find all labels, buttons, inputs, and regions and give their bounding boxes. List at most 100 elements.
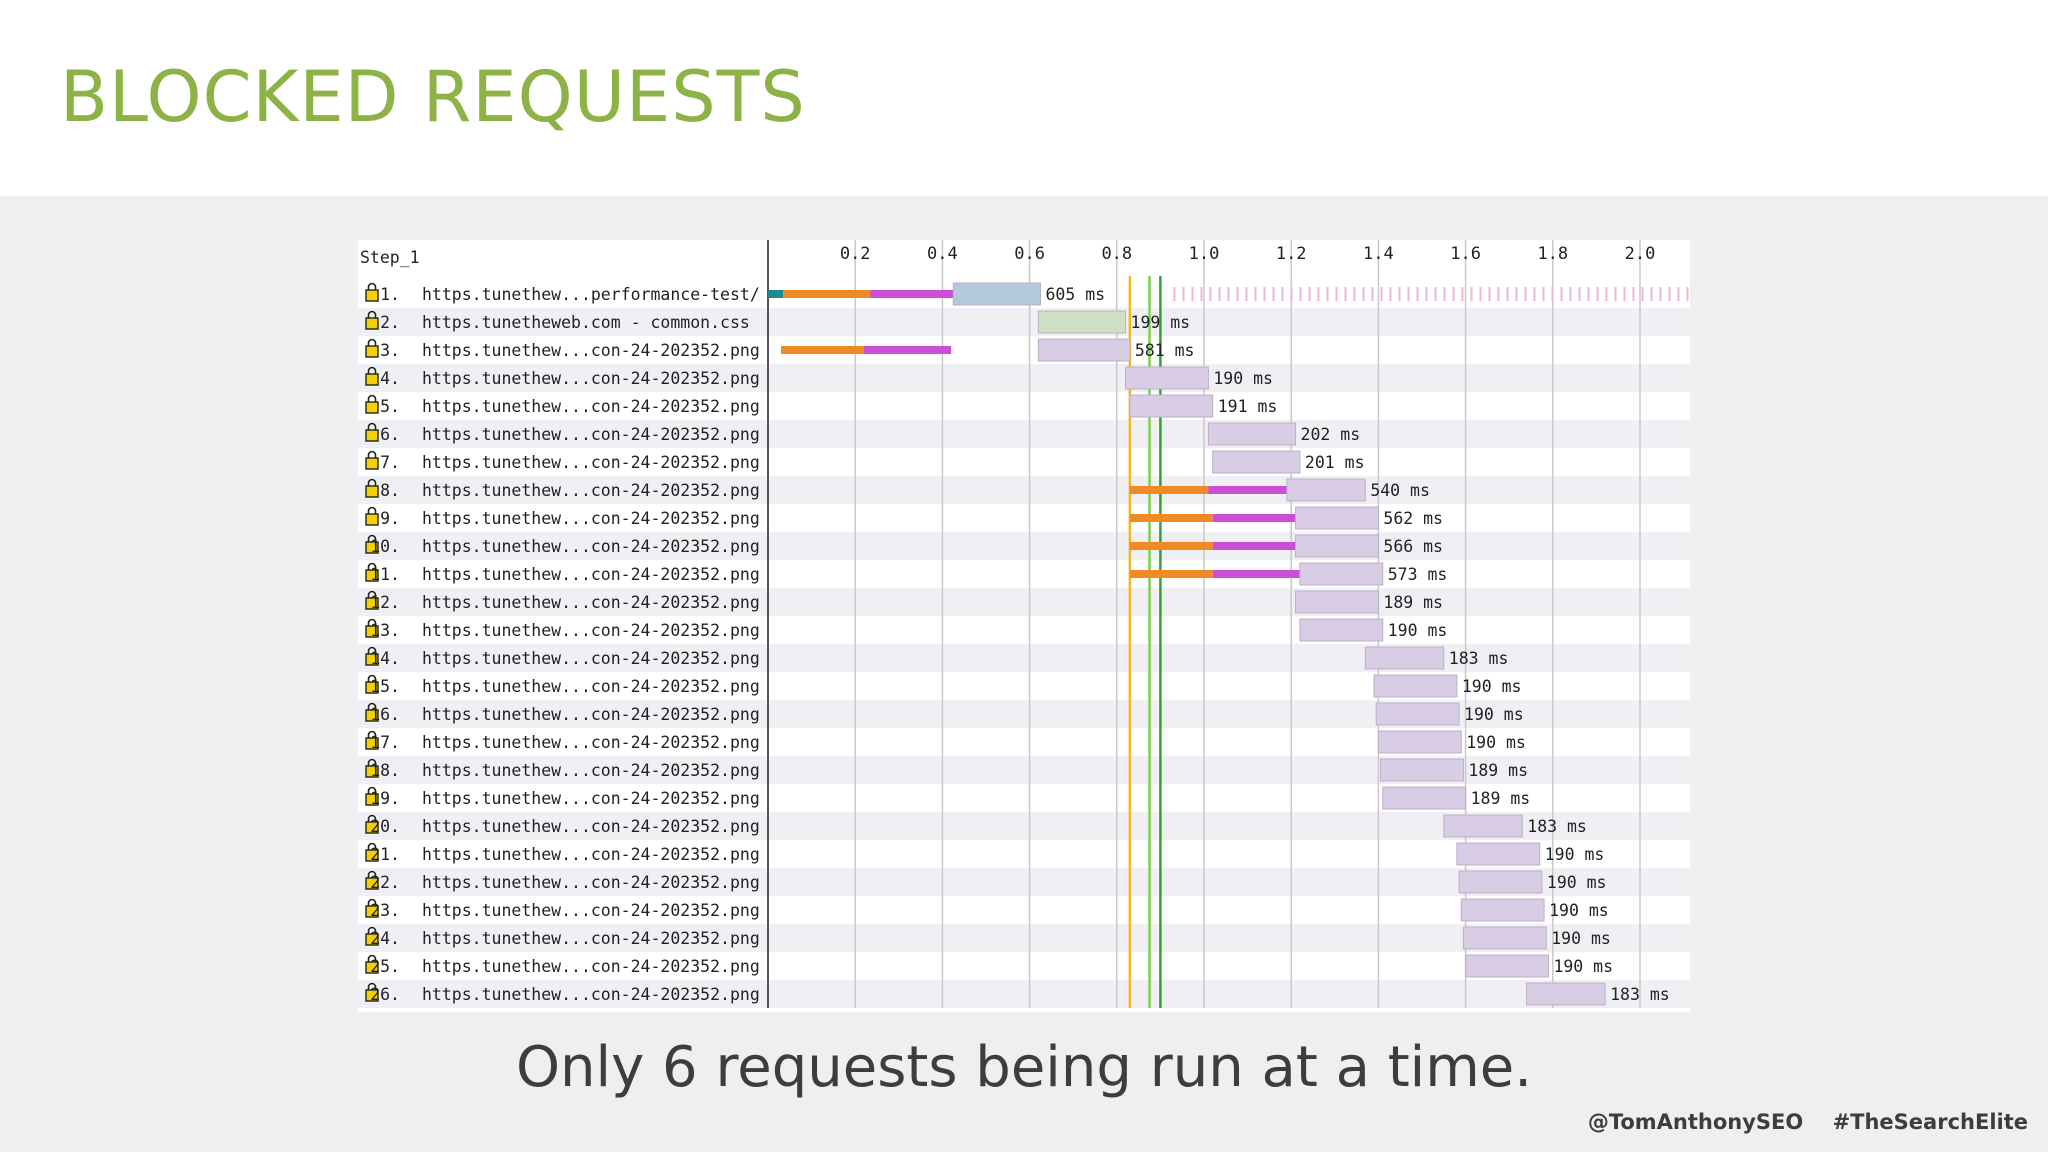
download-bar <box>1462 926 1547 950</box>
lock-shackle <box>367 898 377 906</box>
activity-tick <box>1533 287 1536 301</box>
lock-icon <box>365 541 379 554</box>
lock-icon <box>365 569 379 582</box>
lock-icon <box>365 373 379 386</box>
activity-tick <box>1650 287 1653 301</box>
activity-tick <box>1299 287 1302 301</box>
activity-tick <box>1515 287 1518 301</box>
request-url: https.tunethew...con-24-202352.png <box>422 817 760 836</box>
request-duration: 562 ms <box>1383 509 1443 528</box>
download-bar <box>1373 674 1458 698</box>
request-url: https.tunethew...con-24-202352.png <box>422 677 760 696</box>
request-url: https.tunethew...con-24-202352.png <box>422 901 760 920</box>
lock-shackle <box>367 702 377 710</box>
request-row: 15. https.tunethew...con-24-202352.png 190… <box>365 674 1521 698</box>
request-row: 20. https.tunethew...con-24-202352.png 183… <box>365 814 1587 838</box>
axis-tick-label: 1.6 <box>1450 244 1481 264</box>
request-row: 21. https.tunethew...con-24-202352.png 190… <box>365 842 1604 866</box>
lock-shackle <box>367 926 377 934</box>
activity-tick <box>1263 287 1266 301</box>
ssl-bar <box>1212 514 1296 522</box>
request-row: 10. https.tunethew...con-24-202352.png 566… <box>365 534 1443 558</box>
lock-shackle <box>367 534 377 542</box>
lock-shackle <box>367 870 377 878</box>
request-row: 24. https.tunethew...con-24-202352.png 190… <box>365 926 1611 950</box>
lock-icon <box>365 597 379 610</box>
activity-tick <box>1398 287 1401 301</box>
row-stripe <box>358 420 1690 448</box>
activity-tick <box>1569 287 1572 301</box>
request-row: 7. https.tunethew...con-24-202352.png 201 … <box>365 450 1365 474</box>
request-url: https.tunethew...con-24-202352.png <box>422 593 760 612</box>
lock-shackle <box>367 562 377 570</box>
request-duration: 190 ms <box>1466 733 1526 752</box>
waterfall-chart: 0.2 0.4 0.6 0.8 1.0 1.2 1.4 1.6 1.8 2.0 Step_1 1. ht… <box>358 240 1690 1008</box>
request-url: https.tunethew...performance-test/ <box>422 285 760 304</box>
slide-header: BLOCKED REQUESTS <box>0 0 2048 196</box>
connect-bar <box>783 290 871 298</box>
lock-icon <box>365 933 379 946</box>
connect-bar <box>1129 486 1209 494</box>
lock-icon <box>365 709 379 722</box>
activity-tick <box>1668 287 1671 301</box>
request-duration: 202 ms <box>1301 425 1361 444</box>
lock-icon <box>365 821 379 834</box>
request-url: https.tunethew...con-24-202352.png <box>422 509 760 528</box>
request-duration: 183 ms <box>1610 985 1670 1004</box>
request-url: https.tunethew...con-24-202352.png <box>422 369 760 388</box>
request-row: 13. https.tunethew...con-24-202352.png 190… <box>365 618 1447 642</box>
activity-tick <box>1344 287 1347 301</box>
lock-shackle <box>367 618 377 626</box>
lock-shackle <box>367 758 377 766</box>
activity-tick <box>1326 287 1329 301</box>
request-duration: 190 ms <box>1553 957 1613 976</box>
activity-tick <box>1587 287 1590 301</box>
download-bar <box>1458 870 1543 894</box>
request-number: 17. <box>370 733 400 752</box>
activity-tick <box>1317 287 1320 301</box>
activity-tick <box>1551 287 1554 301</box>
activity-tick <box>1677 287 1680 301</box>
activity-tick <box>1461 287 1464 301</box>
request-row: 5. https.tunethew...con-24-202352.png 191 … <box>365 394 1277 418</box>
request-url: https.tunethew...con-24-202352.png <box>422 985 760 1004</box>
request-number: 13. <box>370 621 400 640</box>
lock-icon <box>365 317 379 330</box>
request-row: 18. https.tunethew...con-24-202352.png 189… <box>365 758 1528 782</box>
lock-icon <box>365 961 379 974</box>
slide-caption: Only 6 requests being run at a time. <box>515 1035 1533 1100</box>
lock-icon <box>365 681 379 694</box>
connect-bar <box>1129 570 1213 578</box>
activity-tick <box>1560 287 1563 301</box>
activity-tick <box>1614 287 1617 301</box>
request-row: 2. https.tunetheweb.com - common.css 199 m… <box>365 310 1190 334</box>
request-number: 4. <box>380 369 400 388</box>
request-number: 22. <box>370 873 400 892</box>
request-row: 4. https.tunethew...con-24-202352.png 190 … <box>365 366 1273 390</box>
connect-bar <box>1129 514 1213 522</box>
download-bar <box>1286 478 1366 502</box>
lock-shackle <box>367 674 377 682</box>
lock-shackle <box>367 506 377 514</box>
lock-shackle <box>367 422 377 430</box>
axis-tick-label: 0.4 <box>927 244 958 264</box>
download-bar <box>1037 310 1127 334</box>
request-duration: 183 ms <box>1527 817 1587 836</box>
request-url: https.tunethew...con-24-202352.png <box>422 929 760 948</box>
request-url: https.tunethew...con-24-202352.png <box>422 565 760 584</box>
activity-tick <box>1389 287 1392 301</box>
activity-tick <box>1434 287 1437 301</box>
row-stripe <box>358 364 1690 392</box>
request-number: 10. <box>370 537 400 556</box>
connect-bar <box>781 346 864 354</box>
request-number: 25. <box>370 957 400 976</box>
step-label: Step_1 <box>360 248 420 267</box>
download-bar <box>1456 842 1541 866</box>
axis-tick-label: 0.2 <box>840 244 871 264</box>
activity-tick <box>1362 287 1365 301</box>
row-stripe <box>358 700 1690 728</box>
activity-tick <box>1596 287 1599 301</box>
lock-icon <box>365 905 379 918</box>
lock-shackle <box>367 646 377 654</box>
activity-tick <box>1218 287 1221 301</box>
